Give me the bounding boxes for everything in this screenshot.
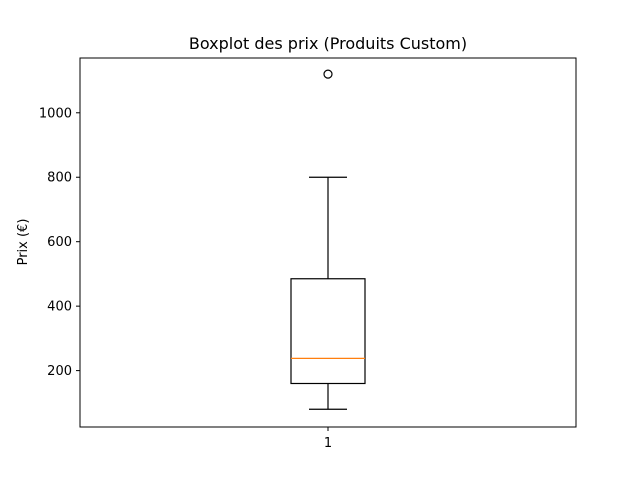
outlier-point-0 [323,69,333,79]
y-tick-label-4: 1000 [39,106,72,121]
y-tick-label-1: 400 [47,300,72,315]
y-tick-label-2: 600 [47,235,72,250]
y-tick-label-3: 800 [47,171,72,186]
chart-title: Boxplot des prix (Produits Custom) [189,34,467,53]
x-tick-label-0: 1 [324,436,332,451]
plot-area: 200 400 600 800 1000 1 [39,57,577,451]
box-iqr [290,278,366,385]
y-tick-label-0: 200 [47,364,72,379]
y-axis-label: Prix (€) [16,219,31,266]
